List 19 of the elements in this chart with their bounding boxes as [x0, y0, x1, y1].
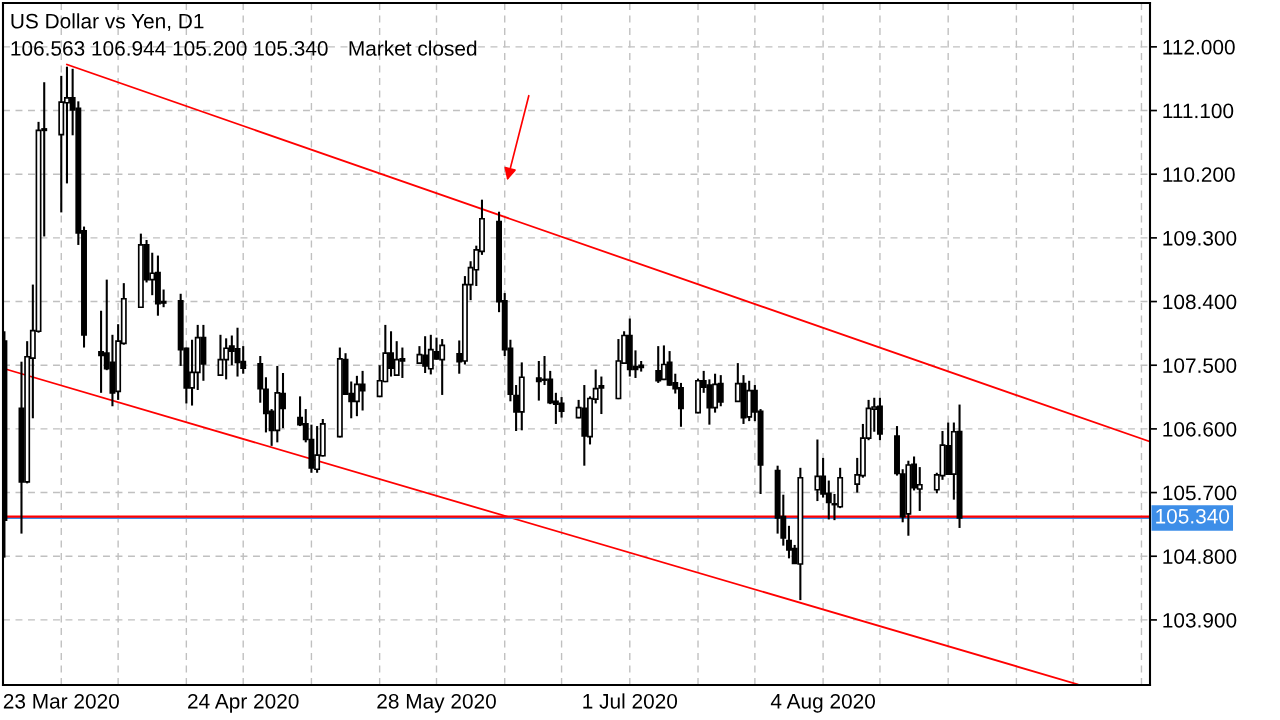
y-tick-label: 108.400 — [1163, 294, 1237, 310]
x-tick-label: 24 Apr 2020 — [188, 693, 299, 713]
y-tick-label: 110.200 — [1163, 167, 1235, 182]
y-tick-label: 109.300 — [1163, 230, 1237, 246]
y-tick-label: 111.100 — [1163, 103, 1234, 119]
x-tick-label: 23 Mar 2020 — [3, 693, 119, 709]
y-tick-label: 105.700 — [1163, 485, 1237, 501]
y-tick-label: 103.900 — [1163, 612, 1237, 628]
annotation: Market closed — [349, 40, 477, 56]
x-tick-label: 28 May 2020 — [377, 693, 496, 713]
y-tick-label: 104.800 — [1163, 549, 1237, 564]
y-tick-label: 112.000 — [1163, 39, 1235, 55]
y-tick-label: 107.500 — [1163, 358, 1237, 373]
x-tick-label: 1 Jul 2020 — [583, 693, 678, 709]
ref-line-label: 105.340 — [1156, 508, 1230, 524]
x-tick-label: 4 Aug 2020 — [770, 693, 875, 713]
y-tick-label: 106.600 — [1163, 421, 1237, 437]
chart-title: US Dollar vs Yen, D1 — [11, 13, 204, 31]
annotation: 106.563 106.944 105.200 105.340 — [11, 41, 328, 56]
